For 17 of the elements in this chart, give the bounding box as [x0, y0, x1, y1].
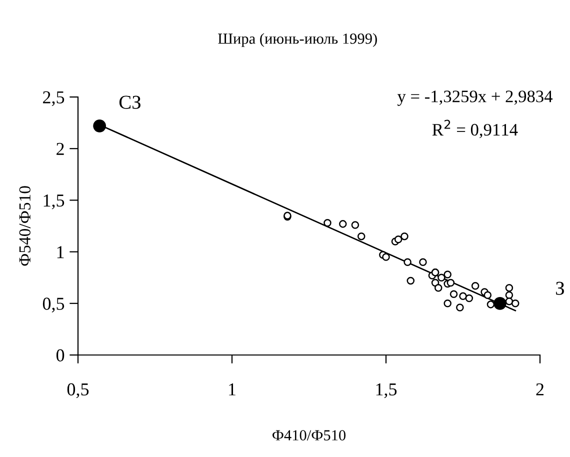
y-tick-label: 0: [56, 349, 64, 362]
y-axis-title: Ф540/Ф510: [19, 186, 31, 266]
y-tick-label: 0,5: [42, 298, 64, 312]
x-tick-label: 1,5: [376, 383, 397, 398]
x-tick-label: 1: [229, 383, 236, 396]
text: З: [556, 282, 564, 295]
x-axis-title: Ф410/Ф510: [272, 430, 346, 440]
y-tick-label: 2,5: [43, 91, 64, 106]
annotation: СЗ: [119, 96, 140, 109]
annotation: y = -1,3259x + 2,9834: [397, 90, 553, 106]
x-tick-label: 0,5: [67, 383, 89, 398]
y-tick-label: 1: [57, 246, 64, 258]
chart-title: Шира (июнь-июль 1999): [218, 33, 377, 47]
x-tick-label: 2: [536, 383, 544, 396]
y-tick-label: 1,5: [44, 194, 64, 210]
y-tick-label: 2: [56, 142, 64, 155]
annotation: R$^{2}$ = 0,9114: [432, 120, 518, 138]
